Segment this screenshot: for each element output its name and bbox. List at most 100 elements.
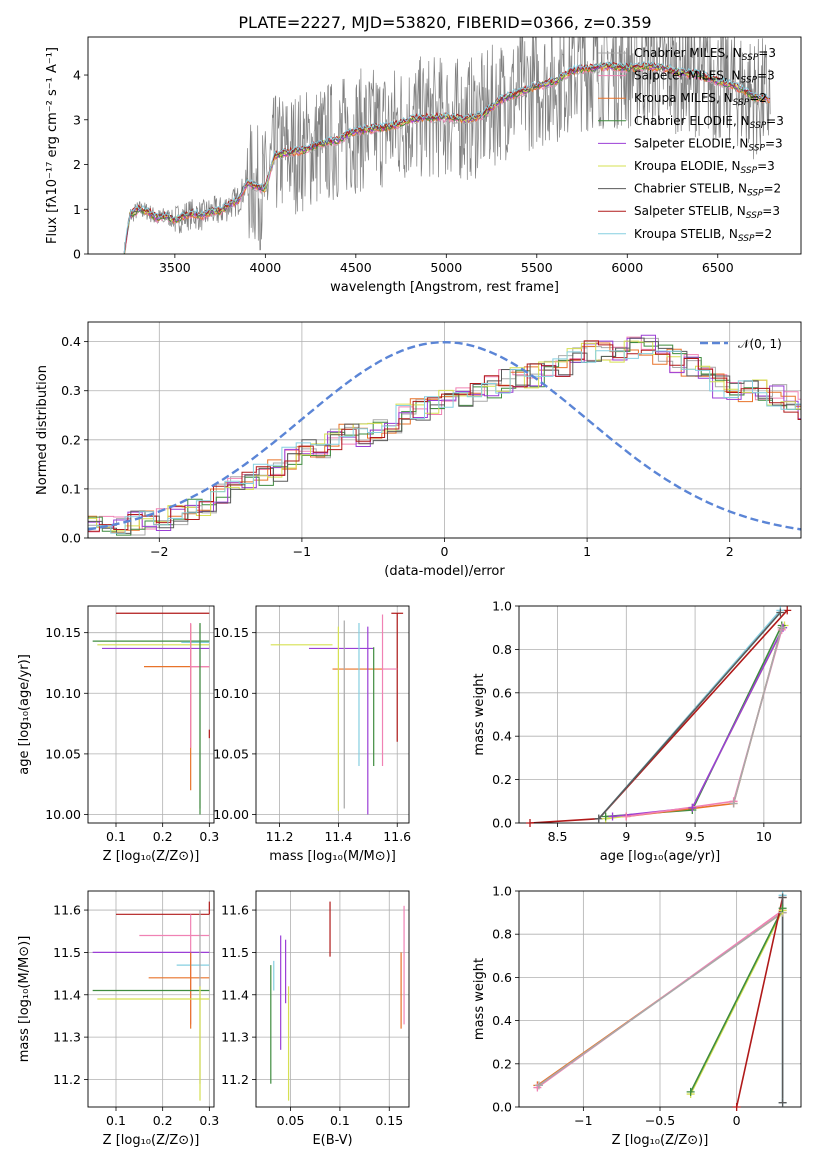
plot-area (123, 37, 771, 254)
x-tick-label: 11.6 (383, 829, 411, 844)
point-marker (688, 803, 697, 812)
y-tick-label: 11.5 (221, 945, 249, 960)
plot-area (88, 334, 801, 536)
point-marker (783, 606, 792, 615)
series-line (598, 611, 782, 820)
x-tick-label: 5000 (430, 260, 462, 275)
y-axis-label: mass weight (472, 673, 487, 755)
legend-entry: Salpeter ELODIE, NSSP=3 (634, 136, 783, 153)
x-axis-label: mass [log₁₀(M/M⊙)] (269, 849, 396, 864)
y-tick-label: 0.4 (492, 729, 512, 744)
x-tick-label: 1 (583, 544, 591, 559)
y-tick-label: 0.2 (492, 1056, 512, 1071)
series-line (626, 629, 783, 818)
point-marker (608, 812, 617, 821)
y-tick-label: 10.00 (45, 807, 81, 822)
axes-frame (518, 890, 802, 1108)
y-tick-label: 2 (73, 157, 81, 172)
series-line (689, 907, 784, 1093)
y-tick-label: 11.2 (221, 1072, 249, 1087)
y-tick-label: 0.4 (61, 334, 81, 349)
model-line-kroupa-stelib (123, 60, 771, 254)
x-axis-label: wavelength [Angstrom, rest frame] (330, 280, 559, 295)
x-tick-label: 4500 (340, 260, 372, 275)
point-marker (732, 1103, 741, 1111)
y-tick-label: 10.15 (45, 625, 81, 640)
y-axis-label: mass weight (472, 958, 487, 1040)
point-marker (778, 1098, 787, 1107)
x-tick-label: 2 (726, 544, 734, 559)
axes-frame (87, 36, 802, 255)
model-line-chabrier-miles (123, 65, 771, 254)
x-tick-label: 5500 (521, 260, 553, 275)
axes-frame (518, 605, 802, 824)
y-axis-label: Normed distribution (35, 365, 50, 495)
series-line (626, 627, 783, 818)
axes-age_vs_mass: 11.2 11.4 11.6 10.00 10.05 10.10 10.15 mass [lo… (213, 605, 411, 864)
y-axis-label: age [log₁₀(age/yr)] (17, 654, 32, 775)
y-tick-label: 11.3 (53, 1030, 81, 1045)
model-line-salpeter-elodie (123, 62, 770, 253)
y-tick-label: 10.15 (213, 625, 249, 640)
x-tick-label: 0.3 (199, 829, 219, 844)
y-tick-label: 3 (73, 112, 81, 127)
hist-step-salpeter-elodie (88, 334, 801, 531)
x-tick-label: −0.5 (645, 1113, 675, 1128)
x-axis-label: (data-model)/error (384, 564, 505, 579)
legend-entry: Chabrier STELIB, NSSP=2 (634, 182, 781, 199)
x-tick-label: 3500 (159, 260, 191, 275)
point-marker (778, 893, 787, 902)
legend: 𝒩(0, 1) (700, 337, 782, 351)
x-tick-label: 0.1 (330, 1113, 350, 1128)
legend-entry: Kroupa STELIB, NSSP=2 (634, 227, 772, 244)
point-marker (594, 814, 603, 823)
axes-massweight_vs_age: 8.5 9 9.5 10 0.0 0.2 0.4 0.6 0.8 1.0 age [log₁₀(ag… (472, 599, 802, 864)
hist-step-chabrier-stelib (88, 337, 801, 534)
x-tick-label: 0.2 (153, 829, 173, 844)
hist-step-kroupa-miles (88, 342, 801, 533)
y-tick-label: 0.2 (61, 432, 81, 447)
x-tick-label: 6000 (611, 260, 643, 275)
series-line (612, 627, 784, 818)
legend-entry: 𝒩(0, 1) (738, 337, 782, 351)
y-tick-label: 10.05 (213, 746, 249, 761)
x-axis-label: Z [log₁₀(Z/Z⊙)] (612, 1133, 709, 1148)
x-tick-label: −2 (150, 544, 168, 559)
axes-age_vs_Z: 0.1 0.2 0.3 10.00 10.05 10.10 10.15 Z [log₁₀(Z/… (17, 605, 219, 864)
y-tick-label: 0.4 (492, 1013, 512, 1028)
y-tick-label: 0.1 (61, 481, 81, 496)
x-tick-label: −1 (293, 544, 311, 559)
figure-title: PLATE=2227, MJD=53820, FIBERID=0366, z=0… (238, 13, 651, 32)
point-marker (601, 812, 610, 821)
legend-entry: Kroupa ELODIE, NSSP=3 (634, 159, 775, 176)
x-tick-label: 0.3 (199, 1113, 219, 1128)
y-tick-label: 0.6 (492, 970, 512, 985)
axes-massweight_vs_Z: −1 −0.5 0 0.0 0.2 0.4 0.6 0.8 1.0 Z [log₁₀(Z/Z⊙)]… (472, 884, 802, 1148)
x-tick-label: 0 (441, 544, 449, 559)
plot-area (529, 609, 788, 823)
axes-mass_vs_Z: 0.1 0.2 0.3 11.2 11.3 11.4 11.5 11.6 Z [log₁₀(Z/… (17, 890, 219, 1148)
normal-curve (88, 340, 801, 531)
x-tick-label: 4000 (249, 260, 281, 275)
data-spectrum-line (124, 37, 771, 254)
legend-entry: Chabrier MILES, NSSP=3 (634, 46, 776, 63)
legend: Chabrier MILES, NSSP=3 Salpeter MILES, NS… (598, 46, 784, 244)
point-marker (729, 799, 738, 808)
x-tick-label: 11.4 (324, 829, 352, 844)
x-tick-label: 10 (756, 829, 772, 844)
x-tick-label: 6500 (702, 260, 734, 275)
legend-entry: Chabrier ELODIE, NSSP=3 (634, 114, 784, 131)
y-tick-label: 11.6 (221, 903, 249, 918)
y-axis-label: Flux [fλ10⁻¹⁷ erg cm⁻² s⁻¹ A⁻¹] (45, 47, 60, 244)
legend-entry: Salpeter STELIB, NSSP=3 (634, 204, 780, 221)
y-tick-label: 0.2 (492, 772, 512, 787)
y-tick-label: 10.05 (45, 746, 81, 761)
y-tick-label: 11.4 (53, 987, 81, 1002)
x-tick-label: 0 (733, 1113, 741, 1128)
x-tick-label: 0.1 (106, 829, 126, 844)
series-line (529, 609, 788, 823)
hist-step-kroupa-elodie (88, 340, 801, 532)
point-marker (778, 904, 787, 913)
y-tick-label: 1 (73, 202, 81, 217)
axes-spectrum: 3500 4000 4500 5000 5500 6000 6500 0 1 2 3 4 wavelen… (45, 36, 802, 295)
